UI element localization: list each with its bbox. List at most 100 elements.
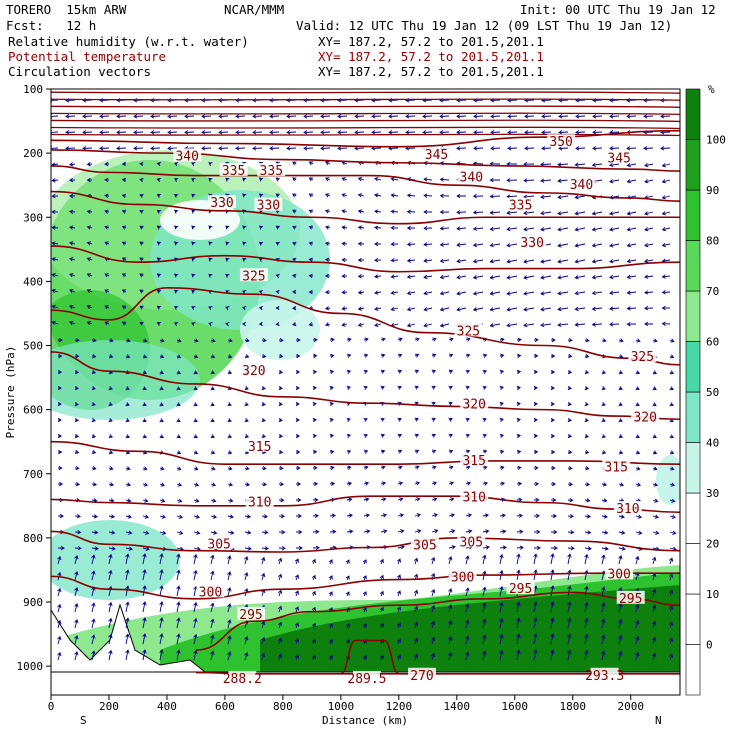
vector-arrow [278,529,286,535]
contour-label-bg [547,134,576,148]
vector-arrow [406,323,416,328]
vector-arrow [193,601,198,613]
vector-arrow [567,553,572,565]
vector-arrow [396,622,401,629]
vector-arrow [661,163,671,168]
field-xy-vectors: XY= 187.2, 57.2 to 201.5,201.1 [318,64,544,79]
vector-arrow [626,211,637,216]
vector-arrow [312,465,318,471]
vector-arrow [294,558,299,565]
vector-arrow [506,291,518,296]
vector-arrow [482,369,488,374]
vector-arrow [258,241,264,246]
contour-label: 345 [607,151,630,166]
vector-arrow [423,307,433,312]
vector-arrow [567,497,574,503]
vector-arrow [584,369,590,375]
vector-arrow [104,305,110,310]
vector-arrow [635,514,642,519]
vector-arrow [669,573,674,581]
vector-arrow [142,569,147,581]
vector-arrow [312,481,319,487]
vector-arrow [499,353,505,358]
contour-label: 310 [616,502,639,517]
vector-arrow [159,418,164,423]
vector-arrow [210,498,217,503]
vector-arrow [489,291,501,296]
vector-arrow [379,606,384,613]
vector-arrow [524,114,535,119]
vector-arrow [159,569,164,581]
vector-arrow [516,465,522,471]
vector-arrow [99,146,110,151]
vector-arrow [465,481,472,486]
contour-label: 330 [520,236,543,251]
vector-arrow [82,130,93,135]
contour-label-bg [605,566,634,580]
vector-arrow [456,242,467,247]
contour-label: 335 [509,199,532,214]
vector-arrow [244,514,251,519]
vector-arrow [191,162,196,167]
vector-arrow [533,497,540,503]
vector-arrow [312,369,318,375]
vector-arrow [456,146,467,151]
vector-arrow [308,193,314,198]
vector-arrow [125,498,132,503]
vector-arrow [482,650,487,661]
vector-arrow [423,226,433,231]
vector-arrow [669,466,675,471]
vector-arrow [208,225,213,230]
vector-arrow [558,130,569,135]
vector-arrow [74,337,80,343]
vector-arrow [506,178,518,183]
vector-arrow [397,369,403,374]
vector-arrow [329,529,337,534]
vector-arrow [499,513,506,518]
vector-arrow [208,257,213,262]
vector-arrow [295,369,301,375]
vector-arrow [286,130,297,135]
vector-arrow [567,385,572,391]
vector-arrow [660,146,671,151]
theta-contour-335 [51,190,680,225]
y-tick-label: 1000 [17,660,44,673]
vector-arrow [345,559,350,565]
vector-arrow [159,530,167,535]
vector-arrow [278,337,284,343]
vector-arrow [252,130,263,135]
vector-arrow [121,305,127,310]
vector-arrow [567,433,573,439]
vector-arrow [609,114,620,119]
vector-arrow [601,546,609,551]
vector-arrow [439,291,450,296]
vector-arrow [142,530,150,535]
vector-arrow [244,530,252,535]
colorbar-swatch [685,593,701,645]
vector-arrow [652,466,658,471]
vector-arrow [324,241,331,246]
vector-arrow [86,289,93,294]
vector-arrow [193,450,199,455]
vector-arrow [91,401,96,407]
vector-arrow [244,418,249,423]
theta-contour-310 [51,495,680,514]
vector-arrow [218,146,229,151]
vector-arrow [91,634,96,645]
vector-arrow [167,130,178,135]
theta-contour-330 [51,245,680,273]
vector-arrow [609,290,620,296]
vector-arrow [431,433,436,438]
vector-arrow [210,354,216,359]
vector-arrow [57,555,62,565]
vector-arrow [191,225,196,230]
vector-arrow [374,225,382,230]
vector-arrow [456,258,467,264]
vector-arrow [91,546,99,551]
contour-label-bg [205,536,234,550]
vector-arrow [533,465,539,471]
vector-arrow [635,635,640,645]
vector-arrow [431,556,436,565]
vector-arrow [489,194,501,199]
vector-arrow [550,617,555,629]
